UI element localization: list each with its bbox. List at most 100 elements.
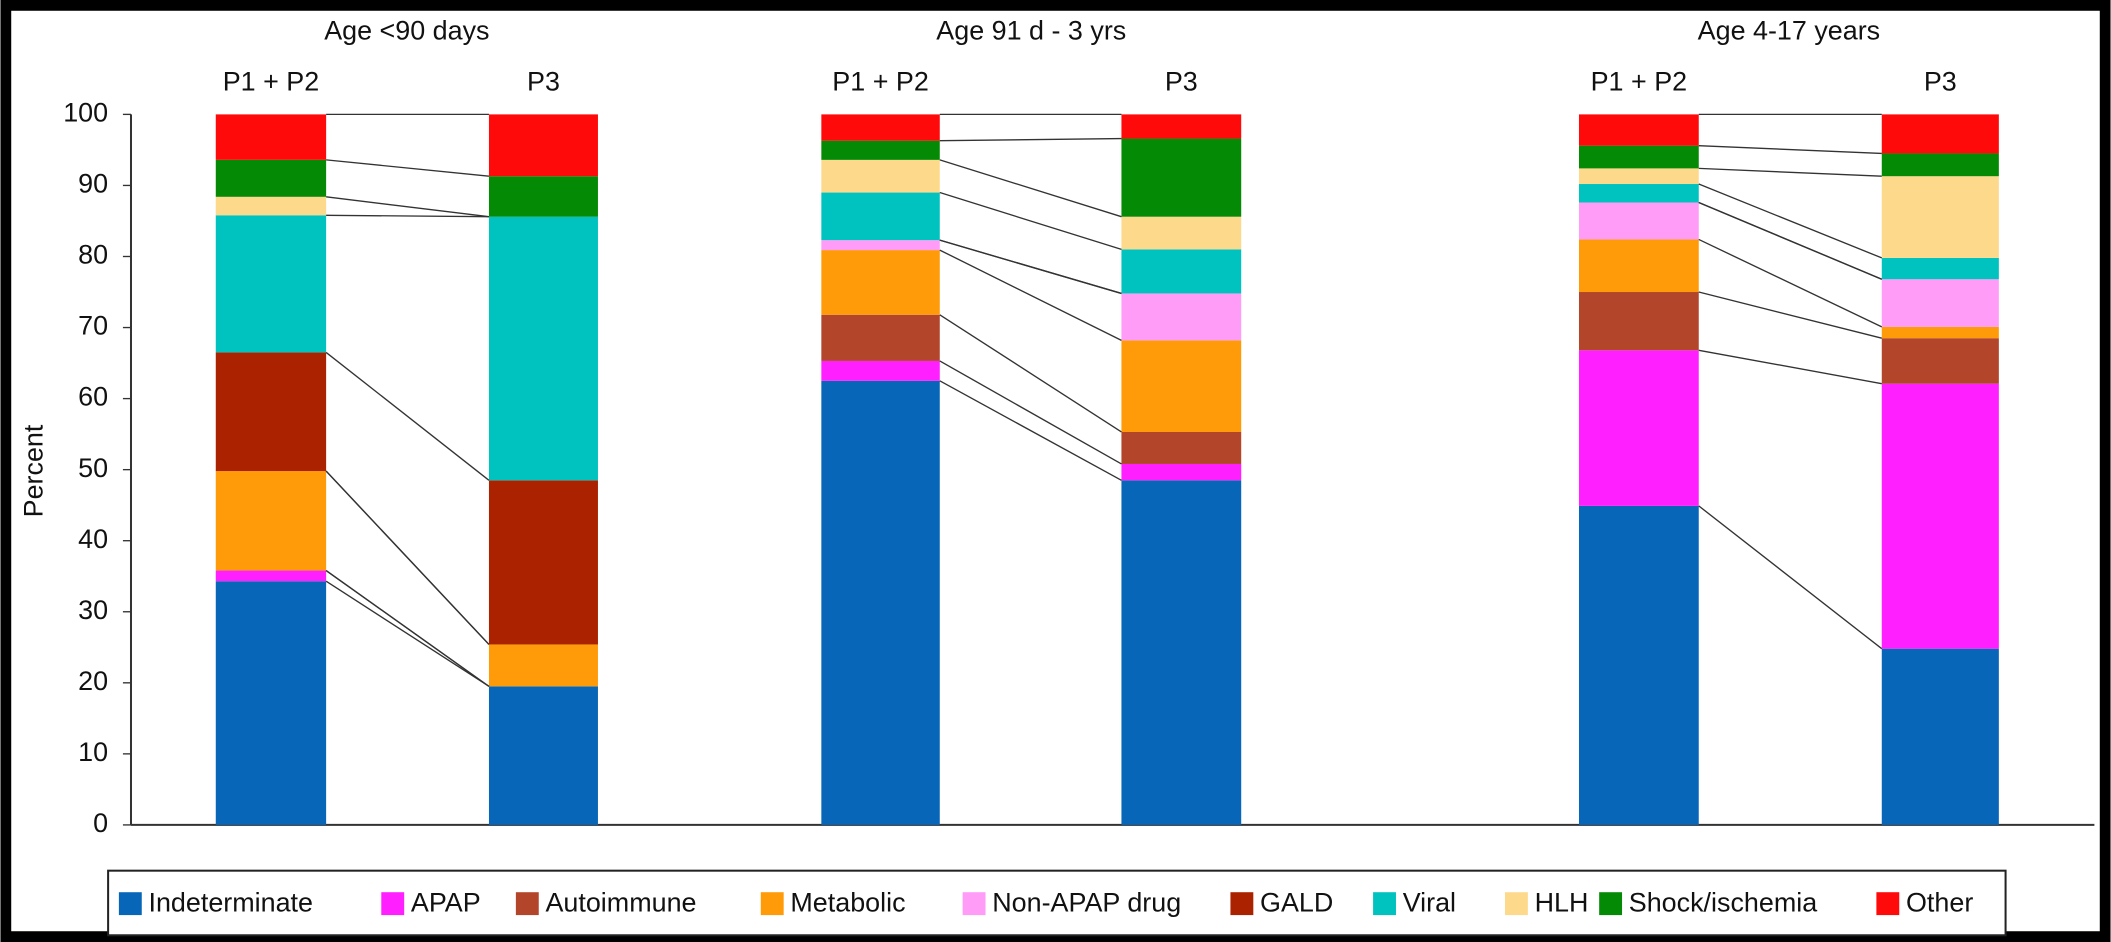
- y-tick-label: 80: [78, 240, 108, 270]
- legend-label: Other: [1906, 887, 1973, 917]
- bar-segment: [488, 114, 598, 177]
- connector: [326, 196, 490, 218]
- legend-label: Metabolic: [790, 887, 905, 917]
- y-tick-label: 70: [78, 311, 108, 341]
- bar-segment: [488, 480, 598, 645]
- y-tick-label: 50: [78, 453, 108, 483]
- group-title: Age 91 d - 3 yrs: [936, 15, 1126, 45]
- bar-segment: [488, 686, 598, 825]
- bar-segment: [1121, 431, 1242, 464]
- connector: [326, 159, 490, 177]
- connector: [939, 191, 1122, 251]
- bar-segment: [488, 176, 598, 217]
- x-tick-label: P3: [1924, 67, 1957, 97]
- bar-segment: [1881, 383, 1999, 649]
- bar-segment: [215, 196, 327, 216]
- legend-label: APAP: [411, 887, 481, 917]
- legend-label: GALD: [1260, 887, 1333, 917]
- connector: [939, 314, 1122, 433]
- bar-segment: [215, 352, 327, 472]
- x-tick-label: P3: [1165, 67, 1198, 97]
- legend-label: Viral: [1403, 887, 1456, 917]
- y-tick-label: 30: [78, 595, 108, 625]
- y-tick-label: 100: [63, 97, 108, 127]
- legend-label: Autoimmune: [545, 887, 696, 917]
- bar-segment: [1881, 257, 1999, 280]
- connector: [325, 470, 490, 645]
- legend-swatch: [381, 892, 405, 916]
- bar-segment: [215, 570, 327, 582]
- bar-segment: [1121, 216, 1242, 250]
- bar-segment: [821, 159, 940, 193]
- bar-segment: [821, 360, 940, 381]
- bar-segment: [1881, 176, 1999, 258]
- y-tick-label: 90: [78, 169, 108, 199]
- x-tick-label: P3: [527, 67, 560, 97]
- bar-segment: [215, 581, 327, 825]
- bar-segment: [1578, 202, 1699, 240]
- bar-segment: [1881, 648, 1999, 825]
- bar-segment: [1121, 293, 1242, 341]
- bar-segment: [821, 192, 940, 241]
- legend-swatch: [1373, 892, 1396, 916]
- legend-swatch: [118, 892, 142, 916]
- legend-swatch: [1876, 892, 1900, 916]
- legend-box: [107, 869, 2007, 937]
- connector: [939, 360, 1122, 465]
- y-tick-label: 20: [78, 666, 108, 696]
- y-tick-label: 60: [78, 382, 108, 412]
- bar-segment: [1121, 480, 1242, 825]
- legend-swatch: [1504, 892, 1528, 916]
- connector: [1698, 167, 1882, 177]
- legend-label: Non-APAP drug: [992, 887, 1181, 917]
- bar-segment: [821, 250, 940, 315]
- bar-segment: [215, 215, 327, 353]
- connector: [325, 580, 490, 687]
- bar-segment: [1121, 463, 1242, 481]
- connector: [1698, 201, 1883, 280]
- bar-segment: [1578, 168, 1699, 185]
- bar-segment: [821, 140, 940, 160]
- legend-swatch: [962, 892, 986, 916]
- bar-segment: [1121, 249, 1242, 294]
- x-tick-label: P1 + P2: [832, 67, 928, 97]
- bar-segment: [1121, 340, 1242, 432]
- connector: [939, 137, 1122, 142]
- legend-swatch: [515, 892, 539, 916]
- connector: [1698, 505, 1883, 650]
- bar-segment: [1578, 239, 1699, 293]
- connector: [1698, 183, 1883, 259]
- bar-segment: [1881, 114, 1999, 154]
- bar-segment: [1578, 184, 1699, 203]
- bar-segment: [215, 159, 327, 197]
- y-tick-label: 0: [93, 808, 108, 838]
- bar-segment: [1578, 350, 1699, 506]
- connector: [939, 380, 1122, 481]
- bar-segment: [488, 216, 598, 481]
- bar-segment: [821, 240, 940, 251]
- legend-label: Indeterminate: [148, 887, 313, 917]
- bar-segment: [821, 314, 940, 361]
- y-axis-label: Percent: [19, 424, 49, 517]
- group-title: Age <90 days: [324, 15, 489, 45]
- connector: [1698, 238, 1883, 328]
- connector: [939, 159, 1122, 218]
- bar-segment: [1578, 145, 1699, 169]
- legend-label: Shock/ischemia: [1629, 887, 1817, 917]
- connector: [1698, 349, 1882, 385]
- x-tick-label: P1 + P2: [223, 67, 319, 97]
- bar-segment: [1578, 505, 1699, 825]
- group-title: Age 4-17 years: [1698, 15, 1880, 45]
- legend-swatch: [1599, 892, 1623, 916]
- connector: [325, 351, 490, 481]
- bar-segment: [1121, 138, 1242, 217]
- bar-segment: [1578, 292, 1699, 351]
- y-tick-label: 10: [78, 737, 108, 767]
- bar-segment: [821, 380, 940, 825]
- bar-segment: [1578, 114, 1699, 146]
- connector: [939, 239, 1122, 295]
- bar-segment: [1881, 279, 1999, 327]
